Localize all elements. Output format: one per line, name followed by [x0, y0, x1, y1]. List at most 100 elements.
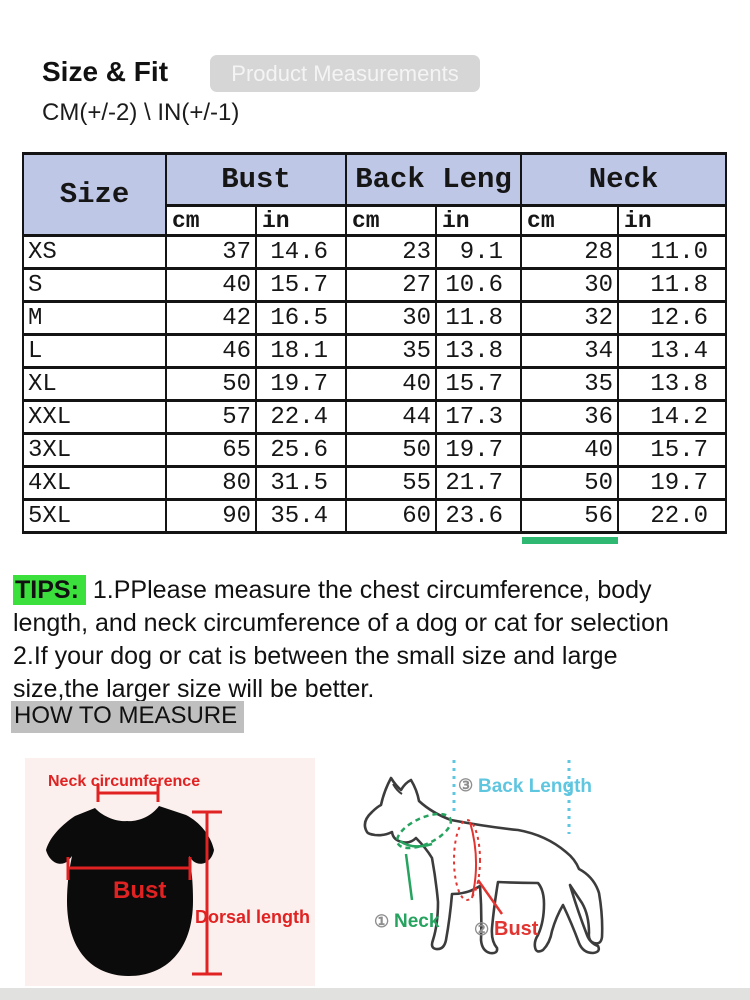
tip-line: TIPS: 1.PPlease measure the chest circumf… — [13, 574, 747, 607]
neck-number: ① — [374, 912, 389, 931]
neck-leader-line — [404, 853, 414, 901]
cm-value-cell: 65 — [165, 432, 257, 468]
cm-value-cell: 55 — [345, 465, 437, 501]
size-cell: 3XL — [22, 432, 167, 468]
table-row: S 40 15.7 27 10.6 30 11.8 — [22, 267, 728, 303]
in-value-cell: 17.3 — [434, 399, 523, 435]
cm-value-cell: 35 — [520, 366, 620, 402]
cm-value-cell: 56 — [520, 498, 620, 534]
in-value-cell: 21.7 — [434, 465, 523, 501]
back-length-column-header: Back Leng — [344, 152, 523, 207]
cm-value-cell: 40 — [165, 267, 257, 303]
in-value-cell: 15.7 — [617, 432, 728, 468]
in-value-cell: 9.1 — [434, 234, 523, 270]
table-row: 3XL 65 25.6 50 19.7 40 15.7 — [22, 432, 728, 468]
size-cell: S — [22, 267, 167, 303]
cm-value-cell: 36 — [520, 399, 620, 435]
dog-diagram-panel: ③ Back Length ① Neck ② Bust — [348, 754, 750, 986]
cm-value-cell: 40 — [520, 432, 620, 468]
unit-cell: cm — [520, 204, 620, 237]
size-cell: 4XL — [22, 465, 167, 501]
cm-value-cell: 28 — [520, 234, 620, 270]
unit-cell: in — [434, 204, 523, 237]
table-row: 5XL 90 35.4 60 23.6 56 22.0 — [22, 498, 728, 534]
tip-line: size,the larger size will be better. — [13, 675, 375, 703]
in-value-cell: 23.6 — [434, 498, 523, 534]
in-value-cell: 13.4 — [617, 333, 728, 369]
size-cell: L — [22, 333, 167, 369]
size-column-header: Size — [22, 152, 167, 237]
bust-measure-arc — [469, 821, 478, 899]
cm-value-cell: 35 — [345, 333, 437, 369]
in-value-cell: 19.7 — [434, 432, 523, 468]
cm-value-cell: 30 — [345, 300, 437, 336]
neck-label: Neck — [394, 911, 440, 932]
in-value-cell: 19.7 — [255, 366, 347, 402]
unit-cell: cm — [345, 204, 437, 237]
neck-circumference-label: Neck circumference — [48, 773, 200, 790]
unit-cell: in — [255, 204, 347, 237]
size-chart-table: Size Bust Back Leng Neck cm in cm in cm … — [22, 152, 728, 534]
in-value-cell: 12.6 — [617, 300, 728, 336]
table-row: L 46 18.1 35 13.8 34 13.4 — [22, 333, 728, 369]
in-value-cell: 22.4 — [255, 399, 347, 435]
bust-measure-ellipse — [453, 819, 481, 901]
cm-value-cell: 34 — [520, 333, 620, 369]
in-value-cell: 13.8 — [434, 333, 523, 369]
neck-measure-line — [96, 784, 160, 802]
tips-label: TIPS: — [13, 575, 86, 605]
in-value-cell: 11.8 — [434, 300, 523, 336]
in-value-cell: 13.8 — [617, 366, 728, 402]
cm-value-cell: 40 — [345, 366, 437, 402]
tips-section: TIPS: 1.PPlease measure the chest circumf… — [13, 574, 747, 706]
in-value-cell: 11.0 — [617, 234, 728, 270]
in-value-cell: 19.7 — [617, 465, 728, 501]
bust-label: Bust — [113, 877, 166, 904]
in-value-cell: 16.5 — [255, 300, 347, 336]
cm-value-cell: 50 — [345, 432, 437, 468]
table-header-row: Size Bust Back Leng Neck — [22, 152, 728, 237]
in-value-cell: 31.5 — [255, 465, 347, 501]
cm-value-cell: 80 — [165, 465, 257, 501]
bust-number: ② — [474, 920, 489, 939]
neck-measure-arc — [399, 839, 433, 848]
shirt-diagram-panel: Neck circumference Bust Dorsal length — [25, 758, 315, 986]
tip-line: length, and neck circumference of a dog … — [13, 609, 669, 637]
size-cell: 5XL — [22, 498, 167, 534]
shirt-diagram: Neck circumference Bust Dorsal length — [46, 773, 310, 976]
dog-diagram: ③ Back Length ① Neck ② Bust — [363, 760, 604, 955]
in-value-cell: 14.6 — [255, 234, 347, 270]
bust-leader-line — [476, 879, 504, 915]
table-row: 4XL 80 31.5 55 21.7 50 19.7 — [22, 465, 728, 501]
in-value-cell: 14.2 — [617, 399, 728, 435]
size-cell: M — [22, 300, 167, 336]
neck-column-header: Neck — [520, 152, 728, 207]
dog-ear-inner-line — [392, 783, 403, 795]
size-cell: XXL — [22, 399, 167, 435]
cm-value-cell: 42 — [165, 300, 257, 336]
size-cell: XS — [22, 234, 167, 270]
cm-value-cell: 50 — [165, 366, 257, 402]
cm-value-cell: 50 — [520, 465, 620, 501]
bust-measure-line — [66, 857, 192, 880]
table-row: M 42 16.5 30 11.8 32 12.6 — [22, 300, 728, 336]
in-value-cell: 10.6 — [434, 267, 523, 303]
page-title: Size & Fit — [42, 56, 169, 87]
back-length-label: Back Length — [478, 776, 592, 797]
tip-text: 1.PPlease measure the chest circumferenc… — [92, 576, 652, 604]
how-to-measure-heading: HOW TO MEASURE — [11, 701, 245, 733]
table-row: XXL 57 22.4 44 17.3 36 14.2 — [22, 399, 728, 435]
bottom-divider-strip — [0, 988, 750, 1000]
table-row: XS 37 14.6 23 9.1 28 11.0 — [22, 234, 728, 270]
cm-value-cell: 27 — [345, 267, 437, 303]
neck-measure-ellipse — [395, 812, 453, 850]
in-value-cell: 11.8 — [617, 267, 728, 303]
cm-value-cell: 60 — [345, 498, 437, 534]
cm-value-cell: 46 — [165, 333, 257, 369]
cm-value-cell: 23 — [345, 234, 437, 270]
dorsal-length-label: Dorsal length — [195, 907, 310, 927]
neck-cm-highlight-underline — [522, 537, 618, 544]
size-cell: XL — [22, 366, 167, 402]
product-measurements-badge[interactable]: Product Measurements — [210, 55, 480, 92]
